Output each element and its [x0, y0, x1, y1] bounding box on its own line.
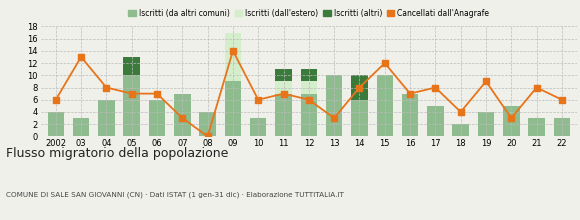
Bar [528, 118, 545, 136]
Bar [276, 81, 292, 94]
Bar [351, 75, 368, 100]
Point [329, 116, 339, 120]
Point [380, 61, 389, 65]
Point [203, 135, 212, 138]
Point [153, 92, 162, 95]
Bar [224, 81, 241, 136]
Text: COMUNE DI SALE SAN GIOVANNI (CN) · Dati ISTAT (1 gen-31 dic) · Elaborazione TUTT: COMUNE DI SALE SAN GIOVANNI (CN) · Dati … [6, 191, 344, 198]
Bar [402, 94, 418, 136]
Text: Flusso migratorio della popolazione: Flusso migratorio della popolazione [6, 147, 228, 160]
Bar [351, 100, 368, 136]
Point [279, 92, 288, 95]
Bar [300, 94, 317, 136]
Bar [174, 94, 191, 136]
Point [253, 98, 263, 101]
Point [507, 116, 516, 120]
Bar [452, 124, 469, 136]
Point [177, 116, 187, 120]
Bar [48, 112, 64, 136]
Point [405, 92, 415, 95]
Point [229, 49, 238, 53]
Point [102, 86, 111, 89]
Point [51, 98, 60, 101]
Bar [73, 118, 89, 136]
Bar [300, 81, 317, 94]
Point [77, 55, 86, 59]
Bar [224, 33, 241, 81]
Bar [250, 118, 266, 136]
Bar [326, 75, 342, 136]
Point [304, 98, 313, 101]
Bar [300, 69, 317, 81]
Bar [124, 57, 140, 75]
Point [532, 86, 541, 89]
Point [481, 80, 491, 83]
Bar [276, 94, 292, 136]
Legend: Iscritti (da altri comuni), Iscritti (dall'estero), Iscritti (altri), Cancellati: Iscritti (da altri comuni), Iscritti (da… [125, 6, 492, 21]
Point [431, 86, 440, 89]
Point [456, 110, 465, 114]
Bar [376, 75, 393, 136]
Bar [149, 100, 165, 136]
Bar [478, 112, 494, 136]
Point [127, 92, 136, 95]
Bar [503, 106, 520, 136]
Bar [200, 112, 216, 136]
Bar [554, 118, 570, 136]
Bar [98, 100, 115, 136]
Point [355, 86, 364, 89]
Point [557, 98, 567, 101]
Bar [427, 106, 444, 136]
Bar [276, 69, 292, 81]
Bar [124, 75, 140, 136]
